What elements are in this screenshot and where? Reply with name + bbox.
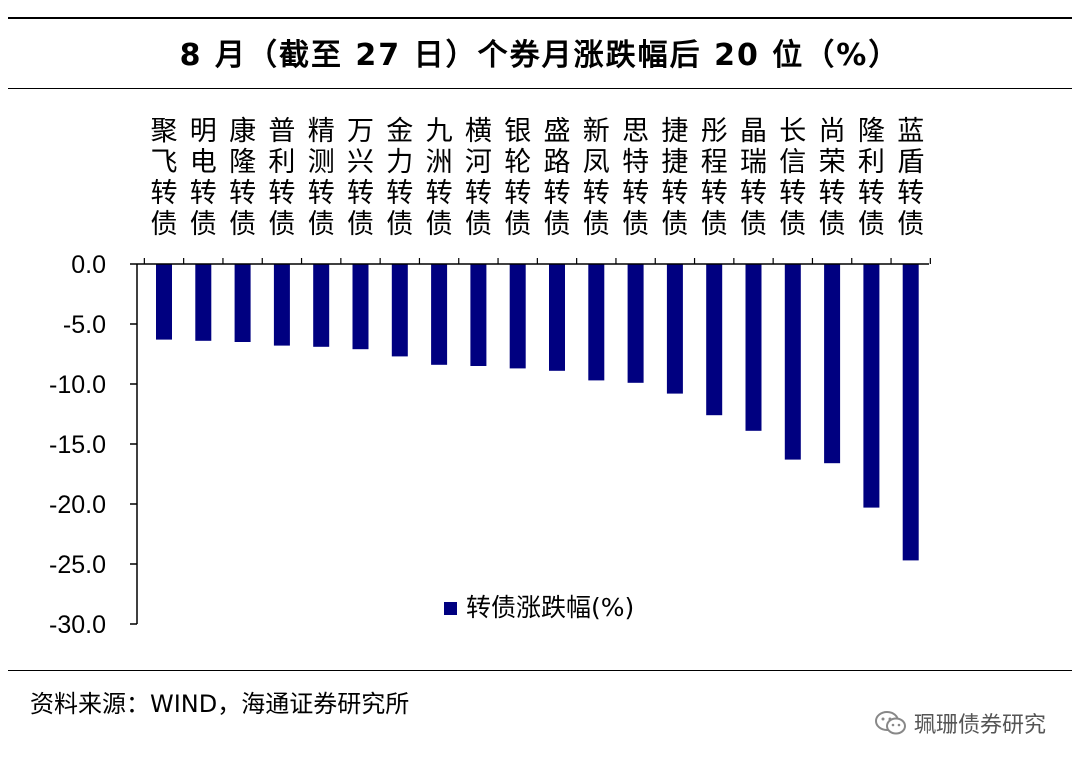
bar-19 — [863, 264, 880, 508]
bar-15 — [706, 264, 723, 416]
bars — [156, 264, 919, 561]
bar-6 — [352, 264, 369, 350]
legend-label: 转债涨跌幅(%) — [466, 593, 634, 622]
bottom-rule — [8, 670, 1072, 671]
category-label-13: 思特转债 — [622, 116, 649, 240]
title-rule — [8, 88, 1072, 89]
category-label-7: 金力转债 — [386, 116, 413, 240]
bar-18 — [824, 264, 841, 464]
category-label-11: 盛路转债 — [544, 116, 571, 240]
source-note: 资料来源：WIND，海通证券研究所 — [30, 690, 410, 718]
bar-9 — [470, 264, 487, 366]
y-tick-label-2: -5.0 — [63, 311, 106, 339]
y-tick-label-3: -10.0 — [49, 371, 106, 399]
y-tick-label-7: -30.0 — [49, 611, 106, 639]
category-label-1: 聚飞转债 — [151, 116, 178, 240]
bar-10 — [509, 264, 526, 369]
category-label-2: 明电转债 — [190, 116, 217, 240]
y-tick-label-1: 0.0 — [71, 251, 106, 279]
category-label-15: 彤程转债 — [701, 116, 728, 240]
legend-swatch — [444, 602, 457, 615]
category-label-4: 普利转债 — [268, 116, 295, 240]
bar-chart: 聚飞转债明电转债康隆转债普利转债精测转债万兴转债金力转债九洲转债横河转债银轮转债… — [49, 116, 931, 639]
bar-3 — [234, 264, 251, 342]
bar-7 — [391, 264, 408, 357]
watermark-text: 珮珊债券研究 — [913, 713, 1046, 738]
chart-title: 8 月（截至 27 日）个券月涨跌幅后 20 位（%） — [179, 38, 901, 73]
bar-16 — [745, 264, 762, 431]
y-tick-label-5: -20.0 — [49, 491, 106, 519]
bar-17 — [784, 264, 801, 460]
category-label-14: 捷捷转债 — [661, 116, 688, 240]
category-label-19: 隆利转债 — [858, 116, 885, 240]
bar-12 — [588, 264, 605, 381]
category-label-20: 蓝盾转债 — [897, 116, 924, 240]
bar-13 — [627, 264, 644, 383]
legend: 转债涨跌幅(%) — [444, 593, 634, 622]
category-label-8: 九洲转债 — [426, 116, 453, 240]
category-label-10: 银轮转债 — [504, 116, 531, 240]
category-label-12: 新凤转债 — [583, 116, 610, 240]
y-tick-label-4: -15.0 — [49, 431, 106, 459]
category-label-17: 长信转债 — [779, 116, 806, 240]
bar-1 — [156, 264, 172, 340]
y-tick-label-6: -25.0 — [49, 551, 106, 579]
category-label-5: 精测转债 — [308, 116, 335, 240]
wechat-icon — [874, 711, 906, 735]
category-label-18: 尚荣转债 — [819, 116, 846, 240]
bar-2 — [195, 264, 212, 341]
bar-8 — [431, 264, 448, 365]
category-label-9: 横河转债 — [465, 116, 492, 240]
top-rule — [8, 17, 1072, 19]
bar-5 — [313, 264, 330, 347]
axes: 0.0 -5.0 -10.0 -15.0 -20.0 -25.0 -30.0 — [49, 251, 931, 639]
bar-4 — [273, 264, 290, 346]
category-label-3: 康隆转债 — [229, 116, 256, 240]
category-label-6: 万兴转债 — [347, 116, 374, 240]
bar-11 — [549, 264, 565, 371]
watermark: 珮珊债券研究 — [874, 707, 1046, 739]
bar-14 — [666, 264, 683, 394]
bar-20 — [902, 264, 919, 561]
category-labels: 聚飞转债明电转债康隆转债普利转债精测转债万兴转债金力转债九洲转债横河转债银轮转债… — [151, 116, 925, 240]
category-label-16: 晶瑞转债 — [740, 116, 767, 240]
